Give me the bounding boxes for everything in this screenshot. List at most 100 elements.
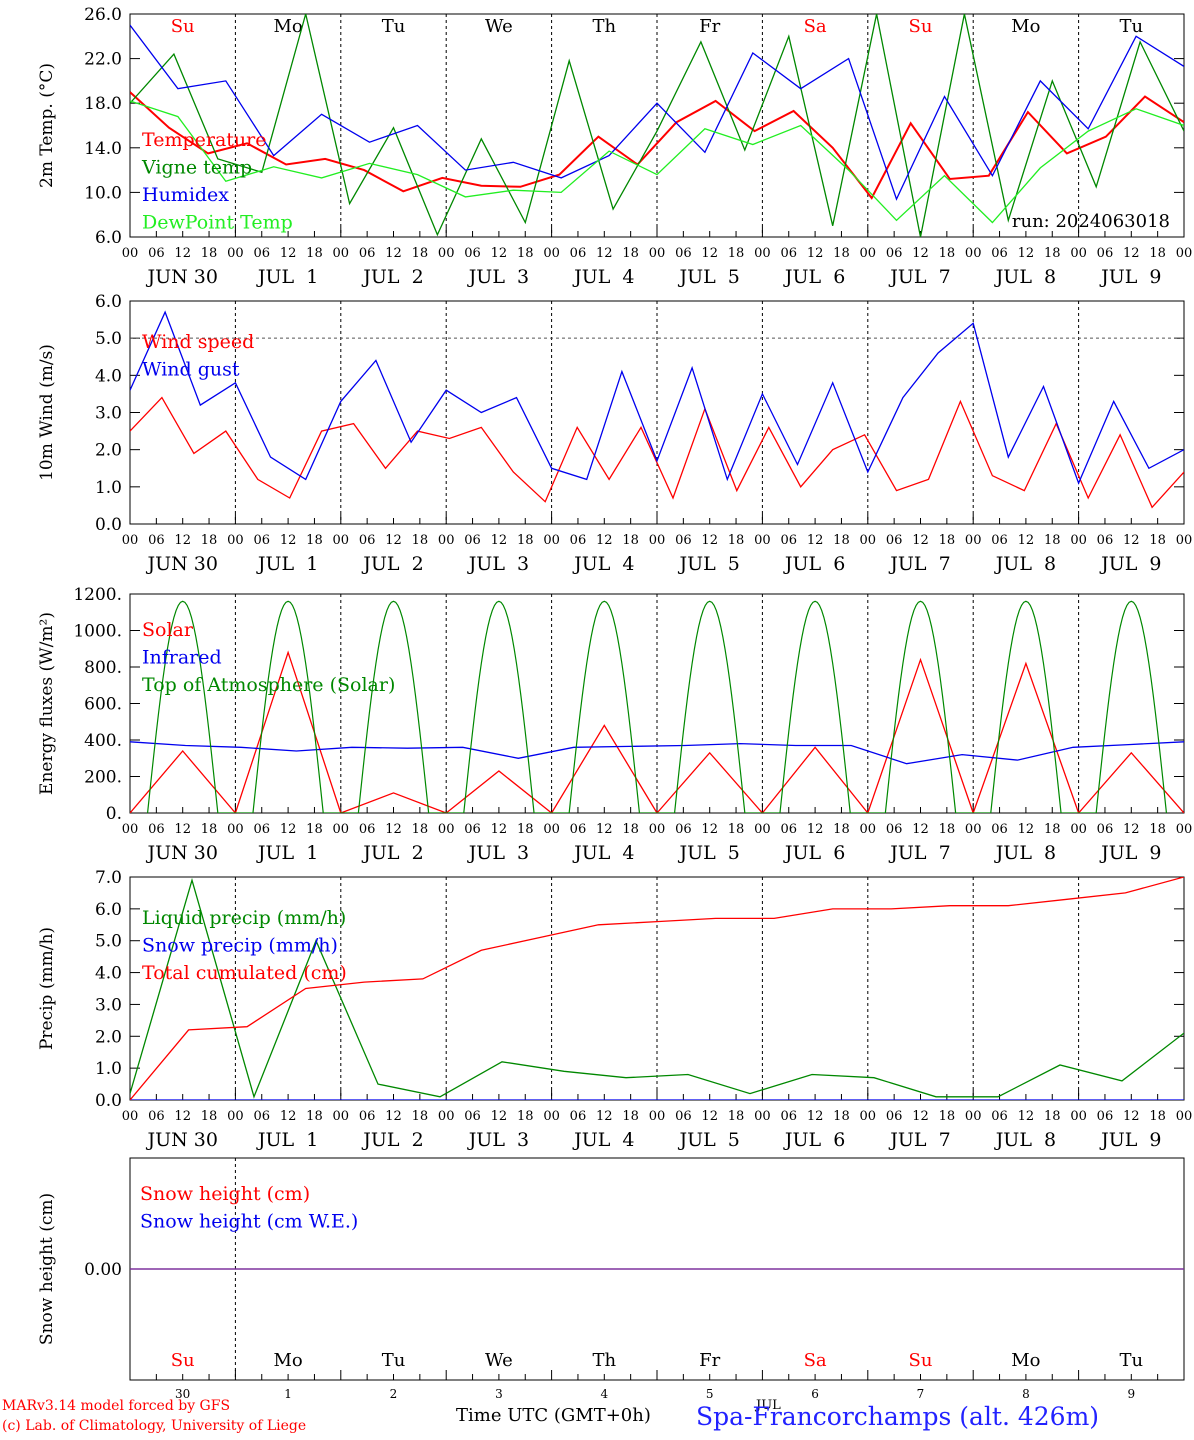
legend-entry: Total cumulated (cm): [142, 962, 347, 984]
hour-label: 00: [965, 533, 982, 548]
hour-label: 18: [201, 246, 218, 261]
hour-label: 18: [1044, 1109, 1061, 1124]
date-label: JUL 8: [994, 842, 1056, 864]
hour-label: 12: [491, 822, 508, 837]
hour-label: 00: [543, 246, 560, 261]
weekday-label: Mo: [273, 16, 302, 37]
hour-label: 06: [253, 822, 270, 837]
series-line: [130, 741, 1184, 765]
hour-label: 06: [991, 822, 1008, 837]
hour-label: 00: [227, 1109, 244, 1124]
hour-label: 12: [174, 822, 191, 837]
hour-label: 18: [201, 1109, 218, 1124]
y-tick-label: 3.0: [95, 404, 122, 424]
hour-label: 06: [359, 1109, 376, 1124]
run-label: run: 2024063018: [1012, 211, 1170, 232]
legend-entry: Solar: [142, 619, 194, 641]
hour-label: 18: [517, 1109, 534, 1124]
hour-label: 18: [517, 533, 534, 548]
hour-label: 18: [517, 246, 534, 261]
hour-label: 00: [227, 822, 244, 837]
hour-label: 06: [1097, 822, 1114, 837]
hour-label: 00: [1176, 246, 1193, 261]
day-number-label: 4: [600, 1387, 608, 1401]
hour-label: 18: [201, 822, 218, 837]
y-tick-label: 7.0: [95, 868, 122, 888]
y-axis-label: 10m Wind (m/s): [37, 344, 57, 481]
hour-label: 00: [649, 1109, 666, 1124]
y-tick-label: 26.0: [84, 5, 122, 25]
hour-label: 06: [148, 822, 165, 837]
date-label: JUL 8: [994, 553, 1056, 575]
hour-label: 06: [148, 1109, 165, 1124]
hour-label: 12: [596, 533, 613, 548]
date-label: JUL 6: [783, 553, 845, 575]
series-line: [130, 877, 1184, 1100]
date-label: JUL 4: [572, 553, 634, 575]
y-tick-label: 800.: [84, 658, 122, 678]
station-label: Spa-Francorchamps (alt. 426m): [696, 1402, 1100, 1431]
weekday-label: Sa: [804, 16, 827, 37]
hour-label: 18: [306, 1109, 323, 1124]
hour-label: 06: [780, 533, 797, 548]
y-tick-label: 1.0: [95, 478, 122, 498]
hour-label: 00: [333, 822, 350, 837]
y-tick-label: 0.0: [95, 515, 122, 535]
hour-label: 18: [833, 1109, 850, 1124]
hour-label: 00: [649, 533, 666, 548]
hour-label: 18: [412, 533, 429, 548]
hour-label: 06: [253, 533, 270, 548]
date-label: JUL 4: [572, 1129, 634, 1151]
date-label: JUN 30: [145, 266, 217, 288]
day-number-label: 9: [1127, 1387, 1135, 1401]
date-label: JUL 6: [783, 1129, 845, 1151]
weekday-label: Tu: [1119, 16, 1143, 37]
y-tick-label: 4.0: [95, 366, 122, 386]
date-label: JUL 3: [467, 266, 529, 288]
weekday-label: Th: [592, 1350, 616, 1371]
date-label: JUL 9: [1099, 1129, 1161, 1151]
weekday-label: Fr: [699, 1350, 720, 1371]
date-label: JUL 9: [1099, 842, 1161, 864]
hour-label: 00: [122, 1109, 139, 1124]
y-tick-label: 2.0: [95, 441, 122, 461]
hour-label: 06: [886, 533, 903, 548]
hour-label: 00: [122, 246, 139, 261]
hour-label: 12: [491, 1109, 508, 1124]
hour-label: 00: [754, 822, 771, 837]
weekday-label: Mo: [1011, 16, 1040, 37]
hour-label: 12: [174, 533, 191, 548]
legend-entry: Top of Atmosphere (Solar): [142, 674, 395, 696]
y-tick-label: 5.0: [95, 932, 122, 952]
hour-label: 12: [280, 246, 297, 261]
hour-label: 06: [886, 1109, 903, 1124]
hour-label: 00: [227, 533, 244, 548]
date-label: JUL 2: [361, 553, 423, 575]
hour-label: 12: [174, 1109, 191, 1124]
hour-label: 00: [333, 1109, 350, 1124]
hour-label: 18: [517, 822, 534, 837]
y-tick-label: 0.00: [84, 1260, 122, 1280]
hour-label: 12: [596, 1109, 613, 1124]
hour-label: 06: [780, 246, 797, 261]
hour-label: 18: [728, 533, 745, 548]
hour-label: 06: [359, 822, 376, 837]
weekday-label: Mo: [1011, 1350, 1040, 1371]
lab-credit: (c) Lab. of Climatology, University of L…: [2, 1418, 307, 1434]
series-line: [130, 100, 1184, 224]
date-label: JUL 6: [783, 266, 845, 288]
date-label: JUL 4: [572, 266, 634, 288]
y-tick-label: 600.: [84, 695, 122, 715]
hour-label: 18: [1149, 533, 1166, 548]
month-label: JUL: [756, 1398, 781, 1413]
hour-label: 18: [622, 533, 639, 548]
model-credit: MARv3.14 model forced by GFS: [2, 1398, 231, 1414]
date-label: JUL 5: [677, 266, 739, 288]
hour-label: 06: [570, 822, 587, 837]
hour-label: 12: [491, 246, 508, 261]
legend-entry: Temperature: [142, 129, 266, 151]
legend-entry: Snow height (cm): [140, 1183, 310, 1205]
hour-label: 12: [385, 1109, 402, 1124]
hour-label: 18: [201, 533, 218, 548]
